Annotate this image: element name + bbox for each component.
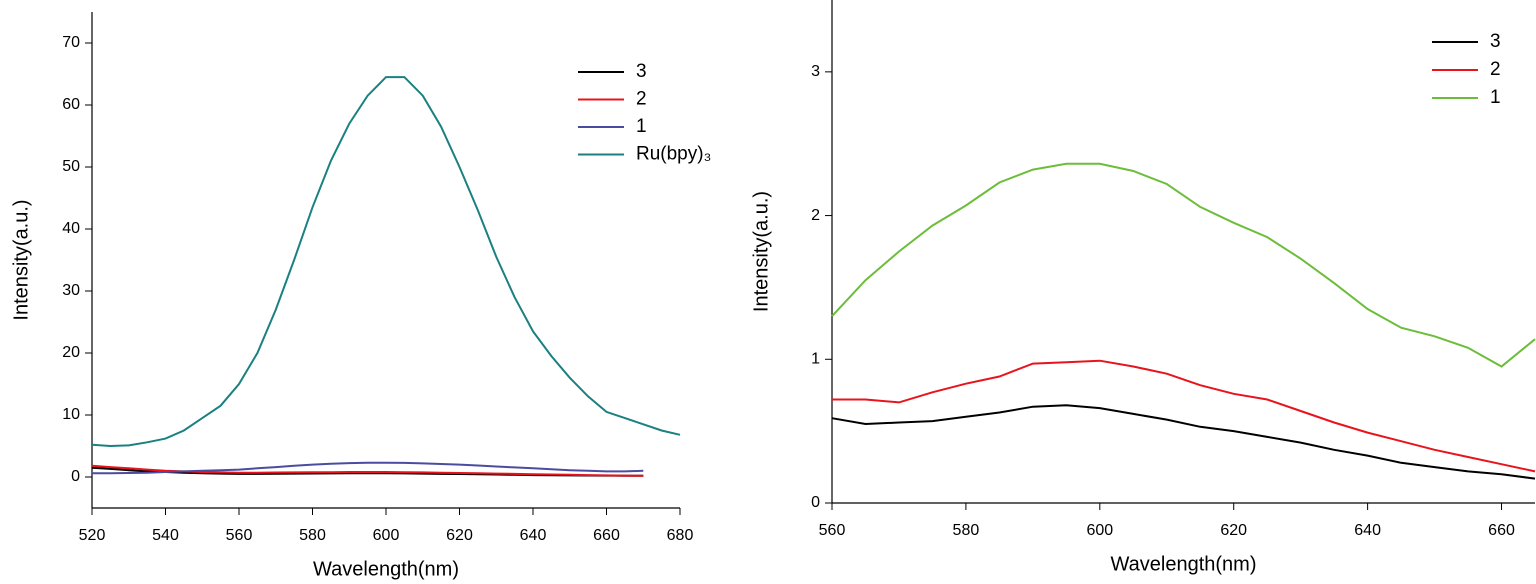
y-tick-label: 40: [62, 220, 80, 237]
x-tick-label: 560: [226, 527, 253, 544]
series-line: [91, 76, 681, 448]
y-tick-label: 0: [71, 468, 80, 485]
legend-label: Ru(bpy)₃: [636, 144, 711, 165]
series-line: [832, 359, 1536, 473]
chart: 0 1 2 3 560 580 600 620 640 660 Wavelength(nm) Inte…: [750, 0, 1536, 575]
y-tick-label: 10: [62, 406, 80, 423]
legend-label: 2: [1490, 59, 1501, 80]
y-axis-label: Intensity(a.u.): [750, 191, 772, 312]
y-tick-label: 1: [811, 351, 820, 368]
x-tick-label: 580: [299, 527, 326, 544]
x-tick-label: 640: [1354, 522, 1381, 539]
x-tick-label: 640: [520, 527, 547, 544]
chart: 0 10 20 30 40 50 60 70 520 540 560 580 600 620 640 660 6…: [10, 12, 711, 580]
y-tick-label: 20: [62, 344, 80, 361]
legend-label: 1: [1490, 87, 1501, 108]
x-tick-label: 580: [953, 522, 980, 539]
x-tick-label: 560: [819, 522, 846, 539]
x-tick-label: 620: [446, 527, 473, 544]
x-axis-label: Wavelength(nm): [313, 558, 459, 580]
x-tick-label: 660: [1488, 522, 1515, 539]
y-tick-label: 70: [62, 34, 80, 51]
x-tick-label: 620: [1220, 522, 1247, 539]
series-line: [831, 162, 1536, 368]
x-tick-label: 540: [152, 527, 179, 544]
legend-label: 3: [1490, 31, 1501, 52]
y-tick-label: 50: [62, 158, 80, 175]
x-tick-label: 600: [1086, 522, 1113, 539]
y-axis-label: Intensity(a.u.): [10, 199, 32, 320]
x-tick-label: 660: [593, 527, 620, 544]
series-line: [91, 461, 644, 475]
legend-label: 1: [636, 116, 647, 137]
y-tick-label: 0: [811, 494, 820, 511]
series-line: [831, 404, 1536, 480]
y-tick-label: 3: [811, 63, 820, 80]
y-tick-label: 60: [62, 96, 80, 113]
x-tick-label: 680: [667, 527, 694, 544]
legend-label: 3: [636, 61, 647, 82]
y-tick-label: 30: [62, 282, 80, 299]
x-axis-label: Wavelength(nm): [1111, 553, 1257, 575]
x-tick-label: 520: [79, 527, 106, 544]
x-tick-label: 600: [373, 527, 400, 544]
y-tick-label: 2: [811, 207, 820, 224]
legend-label: 2: [636, 89, 647, 110]
